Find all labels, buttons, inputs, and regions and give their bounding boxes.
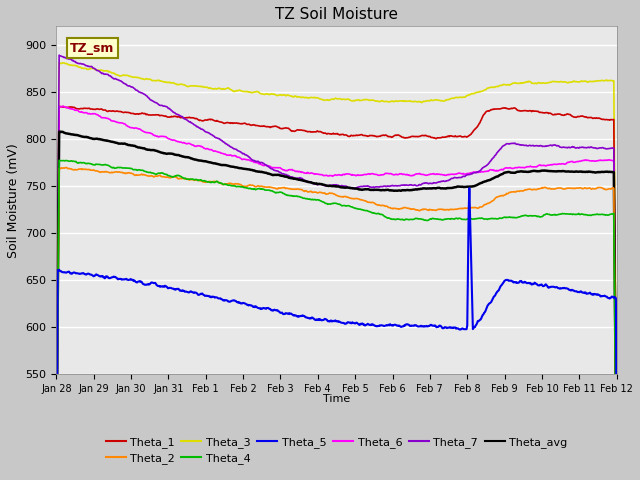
Text: TZ_sm: TZ_sm bbox=[70, 42, 115, 55]
Legend: Theta_1, Theta_2, Theta_3, Theta_4, Theta_5, Theta_6, Theta_7, Theta_avg: Theta_1, Theta_2, Theta_3, Theta_4, Thet… bbox=[101, 432, 572, 468]
Y-axis label: Soil Moisture (mV): Soil Moisture (mV) bbox=[7, 143, 20, 257]
X-axis label: Time: Time bbox=[323, 394, 350, 404]
Title: TZ Soil Moisture: TZ Soil Moisture bbox=[275, 7, 398, 22]
